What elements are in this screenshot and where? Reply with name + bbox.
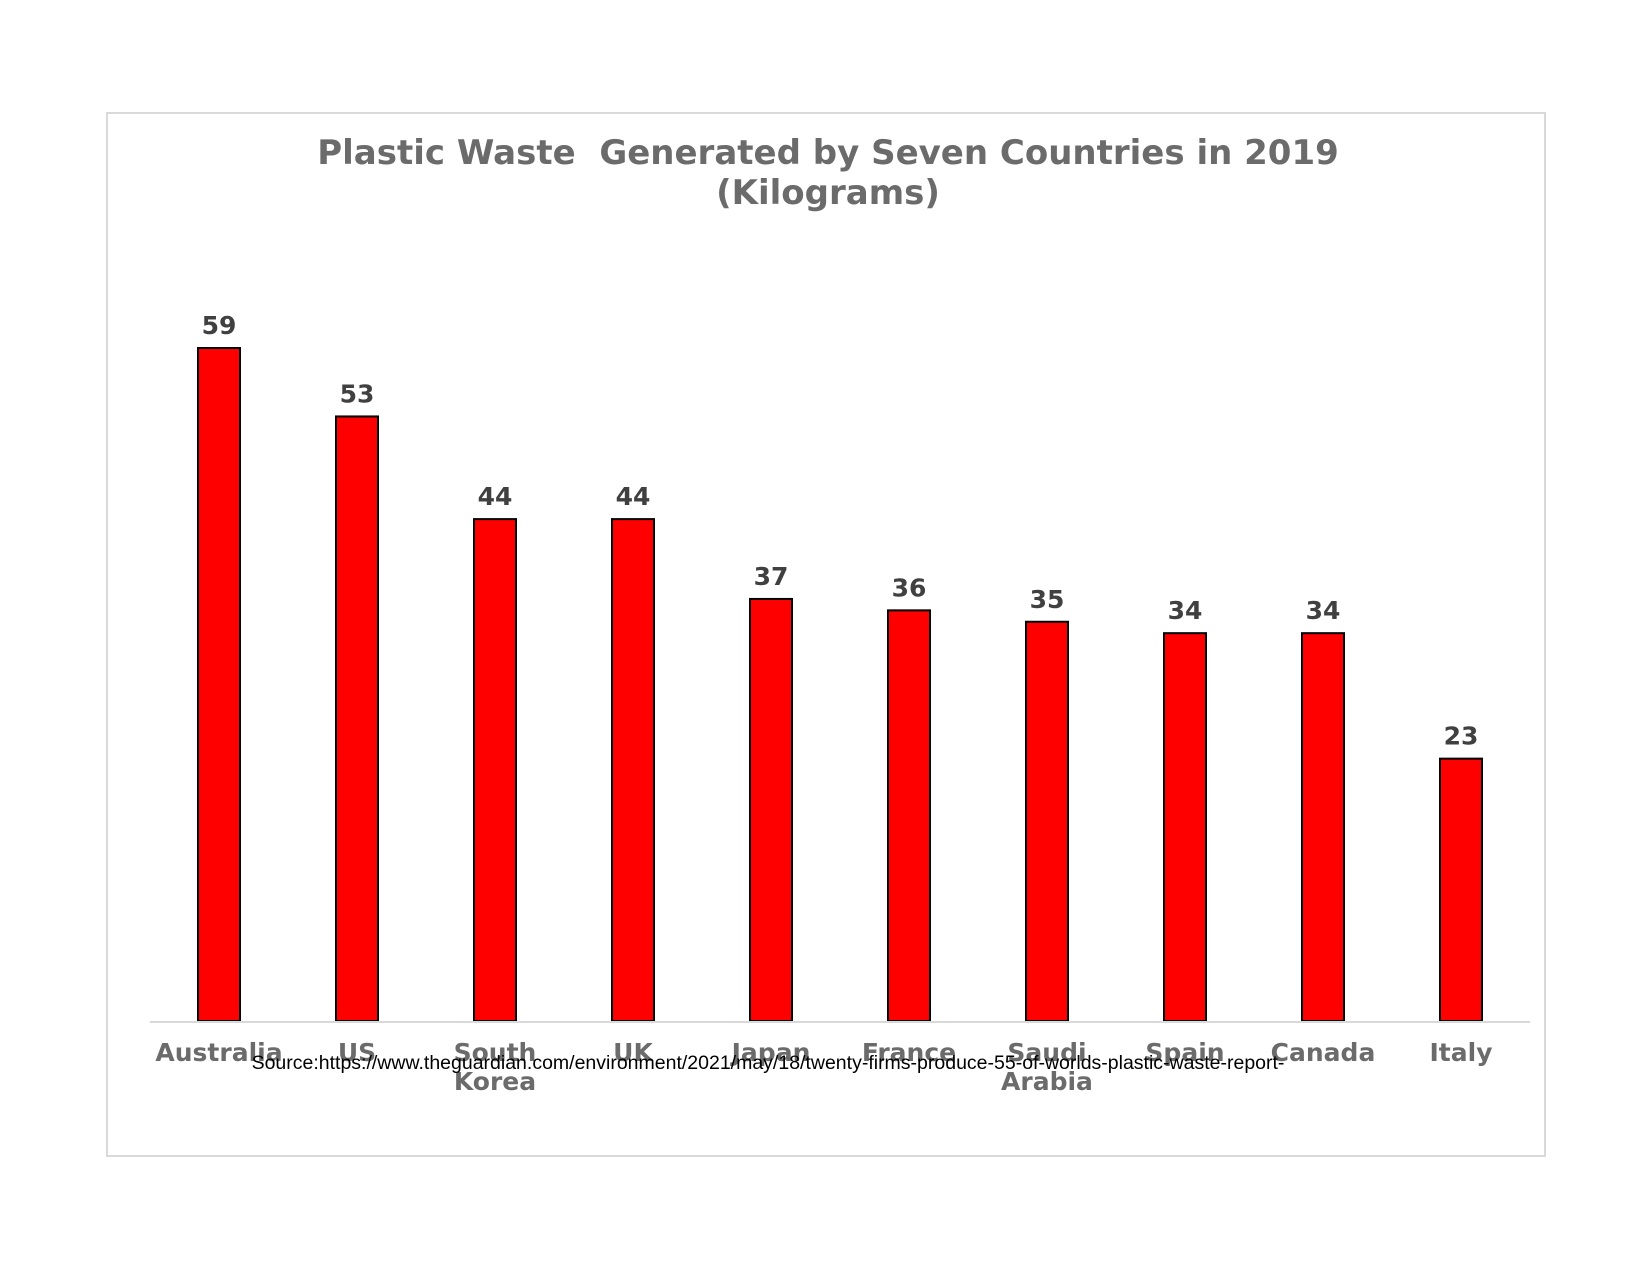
chart-title: Plastic Waste Generated by Seven Countri… (317, 133, 1339, 173)
data-labels: 59 53 44 44 37 36 35 34 34 23 (202, 311, 1479, 751)
category-labels: Australia US South Korea UK Japan France Saudi A… (155, 1038, 1492, 1096)
bar-uk (611, 518, 655, 1022)
category-label: Japan (730, 1038, 811, 1067)
category-label: Spain (1145, 1038, 1224, 1067)
chart-subtitle: (Kilograms) (716, 173, 940, 213)
bar-france (887, 609, 931, 1022)
data-label: 53 (340, 379, 375, 408)
bar-south-korea (473, 518, 517, 1022)
data-label: 35 (1030, 585, 1065, 614)
bar-chart: Plastic Waste Generated by Seven Countri… (150, 133, 1530, 1096)
category-label: US (338, 1038, 376, 1067)
bar-saudi-arabia (1025, 620, 1069, 1022)
category-label: Italy (1430, 1038, 1493, 1067)
bar-australia (197, 347, 241, 1022)
data-label: 36 (892, 573, 927, 602)
chart-frame: Plastic Waste Generated by Seven Countri… (106, 112, 1546, 1157)
data-label: 34 (1168, 596, 1203, 625)
category-label: South Korea (454, 1038, 537, 1096)
category-label: Canada (1271, 1038, 1376, 1067)
data-label: 37 (754, 562, 789, 591)
source-note: Source:https://www.theguardian.com/envir… (252, 1052, 1285, 1074)
bar-canada (1301, 632, 1345, 1022)
category-label: UK (613, 1038, 654, 1067)
bar-italy (1439, 757, 1483, 1022)
category-label: France (862, 1038, 956, 1067)
data-label: 34 (1306, 596, 1341, 625)
bar-japan (749, 597, 793, 1022)
bar-us (335, 415, 379, 1022)
category-label: Australia (155, 1038, 282, 1067)
data-label: 59 (202, 311, 237, 340)
data-label: 23 (1444, 722, 1479, 751)
data-label: 44 (478, 482, 513, 511)
category-label: Saudi Arabia (1001, 1038, 1093, 1096)
bar-series (197, 347, 1483, 1022)
data-label: 44 (616, 482, 651, 511)
bar-spain (1163, 632, 1207, 1022)
